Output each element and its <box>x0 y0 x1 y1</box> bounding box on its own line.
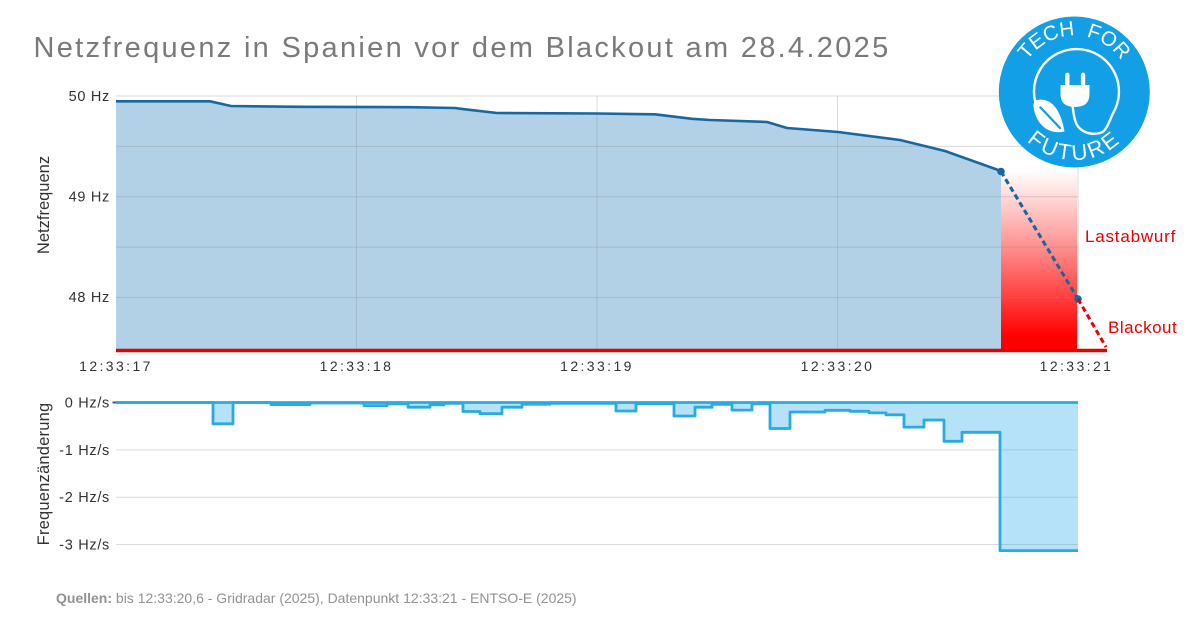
svg-text:12:33:21: 12:33:21 <box>1040 358 1114 374</box>
svg-text:50 Hz: 50 Hz <box>69 89 110 105</box>
svg-text:12:33:17: 12:33:17 <box>79 358 153 374</box>
svg-text:49 Hz: 49 Hz <box>69 190 110 206</box>
svg-text:12:33:19: 12:33:19 <box>560 358 634 374</box>
svg-text:Frequenzänderung: Frequenzänderung <box>35 403 53 546</box>
svg-text:48 Hz: 48 Hz <box>69 290 110 306</box>
svg-text:Lastabwurf: Lastabwurf <box>1085 227 1176 246</box>
svg-text:0 Hz/s: 0 Hz/s <box>65 396 110 412</box>
svg-text:12:33:18: 12:33:18 <box>320 358 394 374</box>
svg-text:12:33:20: 12:33:20 <box>801 358 875 374</box>
svg-text:Blackout: Blackout <box>1108 318 1177 337</box>
svg-text:-3 Hz/s: -3 Hz/s <box>59 538 110 554</box>
svg-text:Netzfrequenz: Netzfrequenz <box>35 156 53 254</box>
svg-text:-1 Hz/s: -1 Hz/s <box>59 443 110 459</box>
svg-text:-2 Hz/s: -2 Hz/s <box>59 490 110 506</box>
